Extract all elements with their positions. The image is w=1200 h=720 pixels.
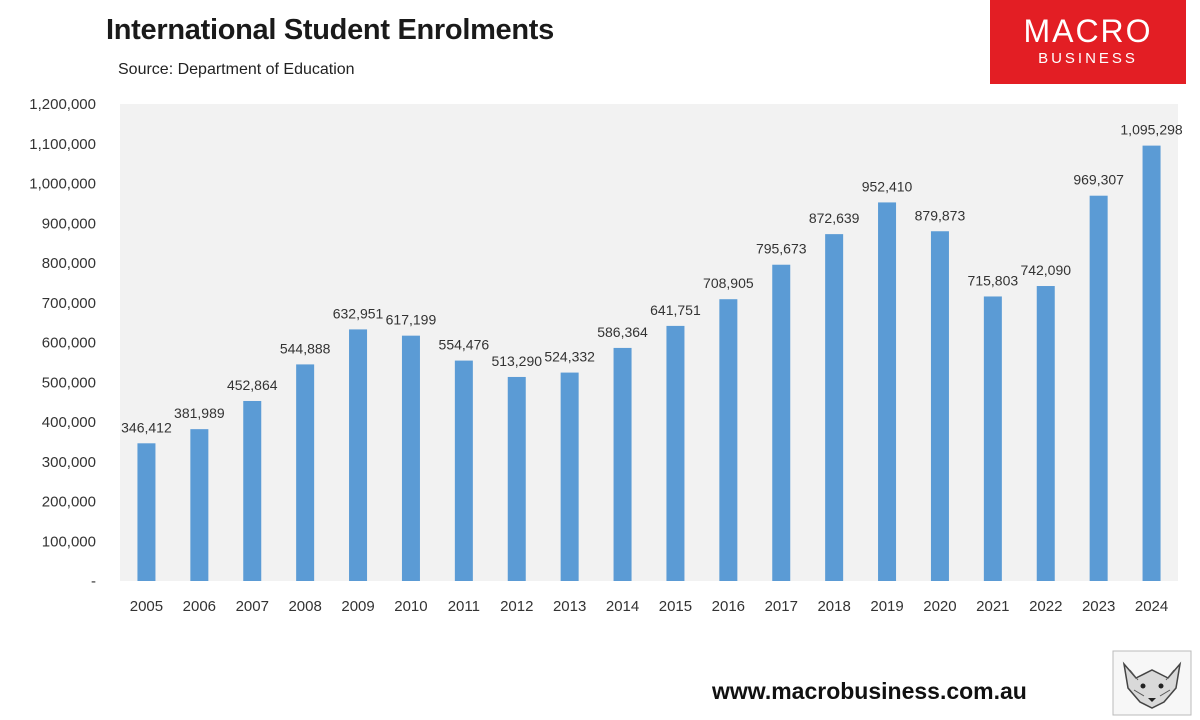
data-label: 969,307	[1073, 172, 1124, 188]
bar-2012	[507, 376, 526, 581]
macrobusiness-logo: MACRO BUSINESS	[990, 0, 1186, 84]
data-label: 381,989	[174, 405, 225, 421]
x-tick-label: 2016	[712, 598, 745, 615]
x-tick-label: 2012	[500, 598, 533, 615]
x-tick-label: 2024	[1135, 598, 1168, 615]
x-tick-label: 2005	[130, 598, 163, 615]
bar-2006	[190, 429, 209, 581]
x-tick-label: 2006	[183, 598, 216, 615]
data-label: 879,873	[915, 207, 966, 223]
bar-2013	[560, 372, 579, 581]
x-tick-label: 2007	[236, 598, 269, 615]
bar-2016	[719, 299, 738, 581]
x-tick-label: 2013	[553, 598, 586, 615]
data-label: 554,476	[439, 337, 490, 353]
x-tick-label: 2020	[923, 598, 956, 615]
data-label: 617,199	[386, 312, 437, 328]
x-axis: 2005 2006 2007 2008 2009 2010 2011 2012 2013 2014…	[130, 598, 1168, 615]
data-label: 641,751	[650, 302, 701, 318]
y-tick-label: 1,000,000	[29, 176, 96, 193]
data-label: 715,803	[968, 272, 1019, 288]
data-label: 524,332	[544, 349, 595, 365]
bar-2015	[666, 325, 685, 581]
bar-2011	[454, 360, 473, 581]
bar-2017	[772, 264, 791, 581]
bars	[137, 145, 1161, 582]
data-label: 952,410	[862, 178, 913, 194]
x-tick-label: 2019	[870, 598, 903, 615]
data-label: 632,951	[333, 305, 384, 321]
y-tick-label: 600,000	[42, 335, 96, 352]
y-tick-label: 800,000	[42, 255, 96, 272]
bar-2005	[137, 443, 156, 581]
logo-line1: MACRO	[1023, 13, 1153, 49]
bar-2009	[349, 329, 368, 581]
y-tick-label: 400,000	[42, 414, 96, 431]
bar-2018	[825, 234, 844, 582]
x-tick-label: 2023	[1082, 598, 1115, 615]
y-tick-label: 200,000	[42, 494, 96, 511]
bar-2014	[613, 347, 632, 581]
data-label: 544,888	[280, 340, 331, 356]
bar-2019	[878, 202, 897, 581]
logo-line2: BUSINESS	[1038, 50, 1138, 67]
data-label: 452,864	[227, 377, 278, 393]
x-tick-label: 2017	[765, 598, 798, 615]
data-label: 795,673	[756, 241, 807, 257]
x-tick-label: 2015	[659, 598, 692, 615]
bar-2010	[401, 335, 420, 581]
plot-area	[120, 104, 1178, 581]
y-tick-label: 100,000	[42, 533, 96, 550]
y-tick-label: -	[91, 573, 96, 590]
y-tick-label: 700,000	[42, 295, 96, 312]
x-tick-label: 2014	[606, 598, 639, 615]
data-label: 1,095,298	[1120, 122, 1182, 138]
data-label: 708,905	[703, 275, 754, 291]
x-tick-label: 2009	[341, 598, 374, 615]
bar-2020	[930, 231, 949, 581]
y-tick-label: 900,000	[42, 215, 96, 232]
x-tick-label: 2010	[394, 598, 427, 615]
bar-2021	[983, 296, 1002, 581]
x-tick-label: 2021	[976, 598, 1009, 615]
bar-2007	[243, 400, 262, 581]
fox-logo-icon	[1112, 650, 1192, 716]
y-tick-label: 500,000	[42, 374, 96, 391]
y-tick-label: 300,000	[42, 454, 96, 471]
x-tick-label: 2022	[1029, 598, 1062, 615]
y-tick-label: 1,200,000	[29, 96, 96, 113]
data-label: 872,639	[809, 210, 860, 226]
footer-url: www.macrobusiness.com.au	[712, 678, 1027, 704]
x-tick-label: 2008	[288, 598, 321, 615]
chart-subtitle: Source: Department of Education	[118, 61, 355, 78]
bar-2023	[1089, 195, 1108, 581]
bar-2024	[1142, 145, 1161, 581]
chart-title: International Student Enrolments	[106, 14, 554, 46]
data-label: 346,412	[121, 419, 172, 435]
x-tick-label: 2018	[817, 598, 850, 615]
data-label: 586,364	[597, 324, 648, 340]
y-axis: - 100,000 200,000 300,000 400,000 500,000 600,…	[29, 96, 96, 590]
bar-2008	[296, 364, 315, 581]
bar-2022	[1036, 286, 1055, 581]
y-tick-label: 1,100,000	[29, 136, 96, 153]
data-label: 742,090	[1020, 262, 1071, 278]
x-tick-label: 2011	[448, 598, 480, 615]
data-label: 513,290	[491, 353, 542, 369]
